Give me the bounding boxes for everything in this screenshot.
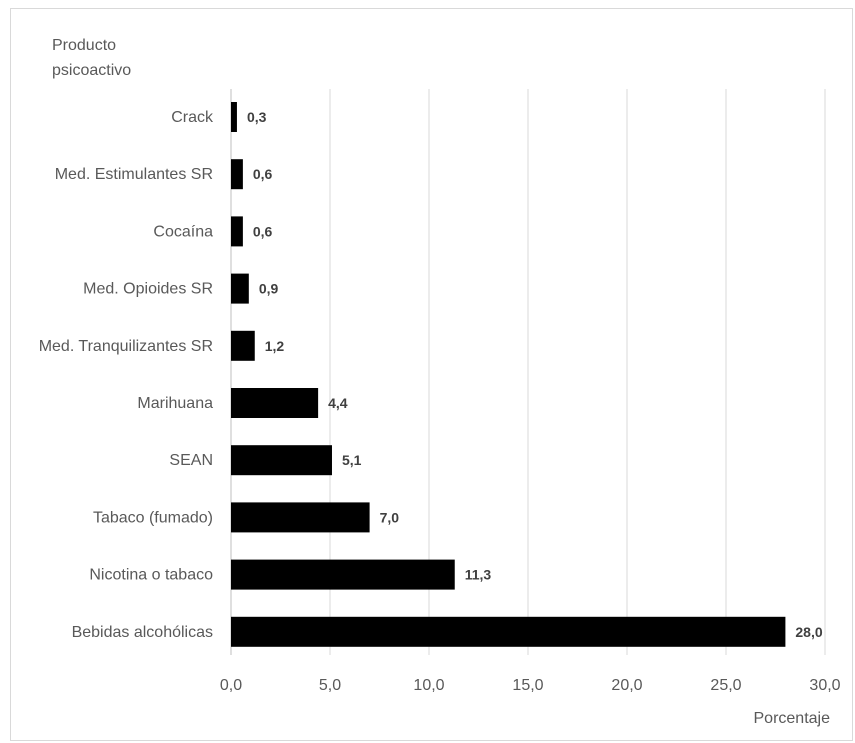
bar xyxy=(231,388,319,418)
category-label: Med. Opioides SR xyxy=(83,281,213,298)
data-label: 0,9 xyxy=(259,281,279,297)
category-label: Bebidas alcohólicas xyxy=(72,624,213,641)
data-label: 5,1 xyxy=(342,452,362,468)
x-tick-label: 0,0 xyxy=(220,677,242,694)
data-label: 28,0 xyxy=(795,624,822,640)
data-label: 0,6 xyxy=(253,166,273,182)
x-tick-label: 15,0 xyxy=(512,677,543,694)
data-label: 1,2 xyxy=(265,338,285,354)
x-tick-label: 30,0 xyxy=(809,677,840,694)
category-label: Tabaco (fumado) xyxy=(93,509,213,526)
x-tick-labels: 0,0 5,0 10,0 15,0 20,0 25,0 30,0 xyxy=(220,677,841,694)
bar xyxy=(231,445,332,476)
data-label: 7,0 xyxy=(380,509,400,525)
data-label: 11,3 xyxy=(465,567,492,583)
bars xyxy=(231,102,786,647)
data-label: 0,3 xyxy=(247,109,267,125)
bar xyxy=(231,559,455,590)
data-label: 4,4 xyxy=(328,395,348,411)
bar xyxy=(231,330,255,361)
category-label: Med. Tranquilizantes SR xyxy=(39,338,213,355)
bar xyxy=(231,216,243,247)
bar xyxy=(231,273,249,304)
y-axis-title-line-1: Producto xyxy=(52,37,116,54)
category-label: Crack xyxy=(171,109,214,126)
data-label: 0,6 xyxy=(253,223,273,239)
category-label: Marihuana xyxy=(137,395,213,412)
bar xyxy=(231,159,243,190)
data-labels: 0,3 0,6 0,6 0,9 1,2 4,4 5,1 7,0 11,3 28,0 xyxy=(247,109,823,640)
x-tick-label: 20,0 xyxy=(611,677,642,694)
category-label: Cocaína xyxy=(153,223,213,240)
bar xyxy=(231,102,237,132)
x-tick-label: 10,0 xyxy=(413,677,444,694)
x-tick-label: 5,0 xyxy=(319,677,341,694)
bar xyxy=(231,502,370,533)
bar xyxy=(231,616,786,647)
category-label: Nicotina o tabaco xyxy=(89,567,213,584)
category-labels: Crack Med. Estimulantes SR Cocaína Med. Opi… xyxy=(39,109,214,641)
category-label: Med. Estimulantes SR xyxy=(55,166,213,183)
x-tick-label: 25,0 xyxy=(710,677,741,694)
y-axis-title-line-2: psicoactivo xyxy=(52,62,131,79)
x-axis-title: Porcentaje xyxy=(754,710,831,727)
category-label: SEAN xyxy=(169,452,213,469)
